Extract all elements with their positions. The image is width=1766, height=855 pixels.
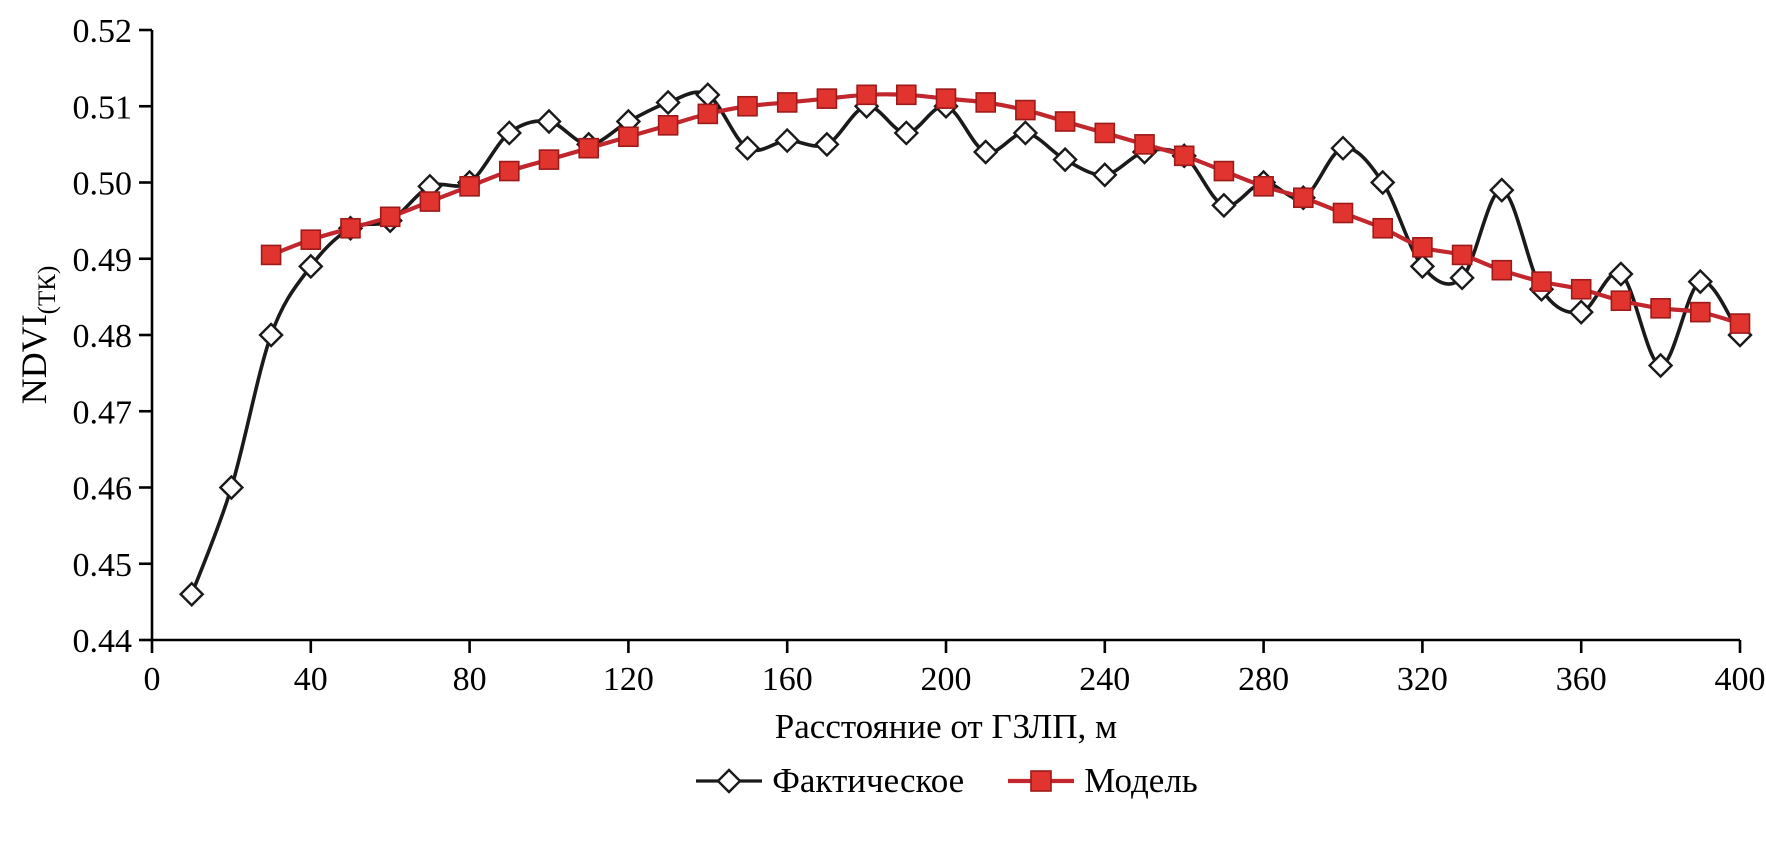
square-marker-icon — [1008, 770, 1075, 792]
svg-text:0.45: 0.45 — [73, 547, 133, 584]
legend-label-actual: Фактическое — [772, 761, 965, 800]
legend-label-model: Модель — [1084, 761, 1198, 800]
svg-text:0.47: 0.47 — [73, 394, 133, 431]
plot-area: 0.44 0.45 0.46 0.47 0.48 0.49 0.50 0.51 0.52 0 40 8… — [73, 13, 1766, 698]
svg-text:40: 40 — [294, 661, 328, 698]
legend-item-model: Модель — [1006, 761, 1198, 801]
x-axis-title: Расстояние от ГЗЛП, м — [774, 707, 1118, 746]
legend: Фактическое Модель — [152, 761, 1740, 801]
ndvi-line-chart: 0.44 0.45 0.46 0.47 0.48 0.49 0.50 0.51 0.52 0 40 8… — [14, 13, 1766, 801]
plot-canvas: 0.44 0.45 0.46 0.47 0.48 0.49 0.50 0.51 0.52 0 40 8… — [14, 13, 1766, 698]
svg-text:320: 320 — [1397, 661, 1448, 698]
svg-text:0.50: 0.50 — [73, 166, 133, 203]
svg-text:240: 240 — [1079, 661, 1130, 698]
svg-text:0.51: 0.51 — [73, 89, 133, 126]
svg-text:0.52: 0.52 — [73, 13, 133, 50]
svg-text:0: 0 — [144, 661, 161, 698]
svg-text:0.48: 0.48 — [73, 318, 133, 355]
diamond-marker-icon — [696, 768, 763, 794]
svg-text:400: 400 — [1715, 661, 1766, 698]
svg-text:80: 80 — [453, 661, 487, 698]
svg-text:160: 160 — [762, 661, 813, 698]
legend-item-actual: Фактическое — [694, 761, 964, 801]
y-axis-label: NDVI(ТК) — [14, 266, 61, 405]
svg-text:200: 200 — [921, 661, 972, 698]
svg-text:0.49: 0.49 — [73, 242, 133, 279]
svg-text:120: 120 — [603, 661, 654, 698]
svg-text:360: 360 — [1556, 661, 1607, 698]
svg-text:0.44: 0.44 — [73, 623, 133, 660]
svg-text:280: 280 — [1238, 661, 1289, 698]
svg-text:0.46: 0.46 — [73, 471, 133, 508]
